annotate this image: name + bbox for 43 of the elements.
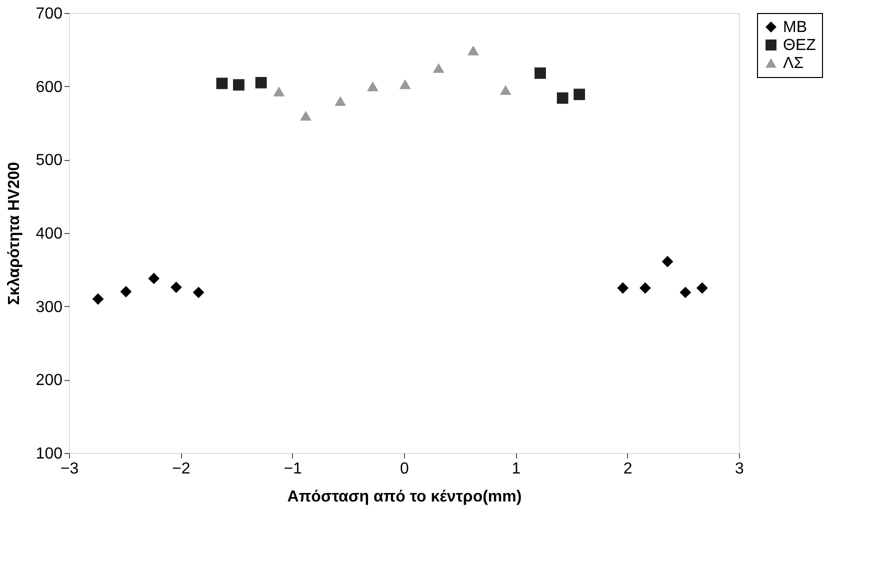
legend-label: ΘΕΖ: [783, 37, 816, 54]
point: [696, 282, 708, 294]
x-tick-label: 0: [400, 460, 410, 478]
point: [534, 67, 546, 79]
point: [300, 110, 312, 121]
point: [120, 286, 132, 298]
point: [233, 79, 244, 91]
point: [255, 76, 267, 88]
point: [500, 85, 512, 95]
point: [170, 282, 182, 293]
y-tick-label: 300: [36, 298, 63, 316]
x-tick-label: 1: [512, 460, 521, 478]
point: [367, 81, 378, 92]
y-tick-label: 600: [36, 78, 63, 96]
y-tick-label: 100: [36, 446, 63, 462]
point: [662, 256, 674, 268]
point: [216, 78, 228, 90]
x-tick-label: −2: [172, 460, 190, 478]
point: [273, 86, 285, 96]
point: [148, 272, 160, 284]
point: [92, 293, 104, 305]
point: [556, 92, 568, 104]
point: [640, 282, 651, 294]
y-tick-label: 200: [36, 372, 63, 390]
point: [399, 79, 411, 90]
point: [574, 88, 586, 100]
legend-label: MB: [783, 19, 807, 36]
y-axis-title: Σκλαρότητα HV200: [6, 162, 23, 306]
point: [192, 286, 204, 298]
point: [680, 286, 692, 298]
x-axis-title: Απόσταση από το κέντρο(mm): [287, 488, 522, 506]
y-tick-label: 400: [36, 226, 63, 242]
y-tick-label: 700: [36, 6, 63, 22]
x-tick-label: 3: [735, 460, 744, 478]
point: [617, 282, 629, 294]
point: [432, 63, 444, 73]
y-tick-label: 500: [36, 152, 63, 170]
legend-label: ΛΣ: [783, 55, 804, 72]
x-tick-label: −1: [284, 460, 302, 478]
x-tick-label: 2: [623, 460, 632, 478]
point: [468, 45, 479, 56]
x-tick-label: −3: [60, 460, 79, 478]
point: [334, 96, 346, 106]
